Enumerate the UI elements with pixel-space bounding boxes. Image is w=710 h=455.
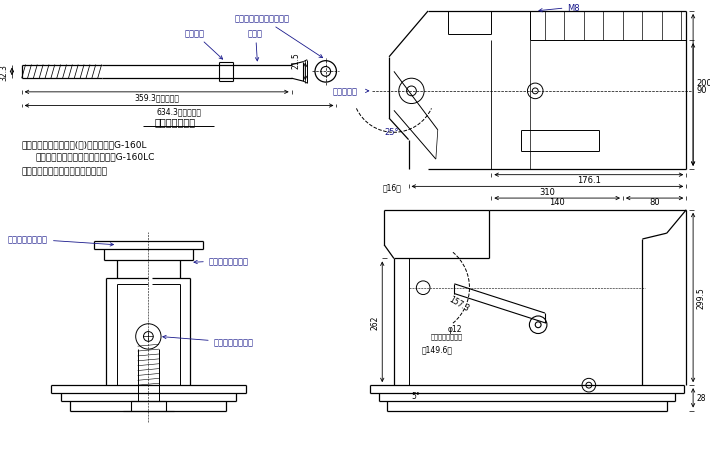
Text: 注１．型式　標準塗装(赤)タイプ　：G-160L: 注１．型式 標準塗装(赤)タイプ ：G-160L [22, 140, 147, 149]
Text: ニッケルめっきタイプ：G-160LC: ニッケルめっきタイプ：G-160LC [36, 152, 155, 161]
Text: 299.5: 299.5 [696, 287, 705, 308]
Text: ［16］: ［16］ [383, 183, 402, 192]
Text: ストッパ: ストッパ [184, 29, 223, 60]
Text: 21.5: 21.5 [291, 52, 300, 69]
Text: 634.3（最伸長）: 634.3（最伸長） [157, 106, 202, 116]
Text: 310: 310 [540, 187, 555, 196]
Text: 140: 140 [550, 198, 565, 207]
Text: 伸縮式: 伸縮式 [248, 29, 263, 62]
Text: 157.3: 157.3 [447, 294, 471, 313]
Text: （シリンダ内径）: （シリンダ内径） [430, 333, 462, 339]
Text: ［149.6］: ［149.6］ [421, 345, 452, 354]
Text: 28: 28 [696, 394, 706, 403]
Text: 200: 200 [696, 78, 710, 87]
Text: ２．専用操作レバーが付属します。: ２．専用操作レバーが付属します。 [22, 167, 108, 176]
Text: 262: 262 [371, 315, 379, 329]
Text: オイルフィリング: オイルフィリング [8, 235, 114, 247]
Text: 80: 80 [650, 198, 660, 207]
Text: 90: 90 [696, 86, 706, 95]
Text: 176.1: 176.1 [577, 176, 601, 185]
Text: 操作レバー差込口: 操作レバー差込口 [194, 256, 248, 265]
Text: M8: M8 [539, 4, 580, 13]
Text: φ12: φ12 [447, 324, 462, 334]
Text: リリーズスクリュ: リリーズスクリュ [163, 336, 253, 347]
Text: 359.3（最縮長）: 359.3（最縮長） [134, 93, 179, 102]
Text: 専用操作レバー: 専用操作レバー [154, 117, 195, 127]
Text: 5°: 5° [411, 391, 420, 400]
Text: リリーズスクリュ差込口: リリーズスクリュ差込口 [235, 15, 322, 59]
Text: 32.3: 32.3 [0, 64, 8, 81]
Text: 25°: 25° [384, 128, 399, 137]
Text: レバー回転: レバー回転 [333, 87, 358, 96]
